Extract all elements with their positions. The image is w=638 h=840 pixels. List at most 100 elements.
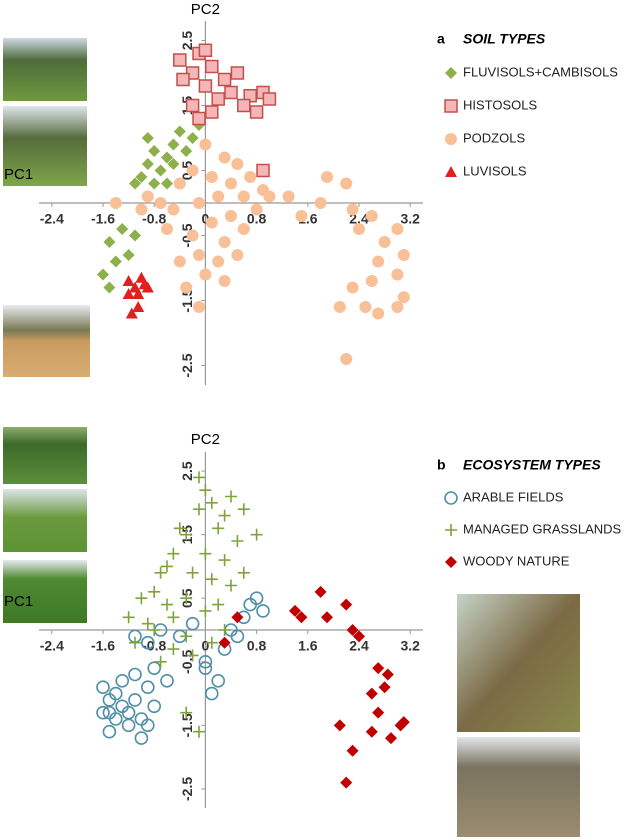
- point: [391, 268, 404, 281]
- point: [109, 712, 123, 726]
- point: [249, 591, 264, 606]
- point: [237, 503, 250, 516]
- point: [132, 288, 145, 299]
- point: [321, 611, 333, 624]
- point: [148, 177, 161, 190]
- point: [385, 732, 397, 745]
- point: [256, 604, 270, 618]
- point: [217, 72, 232, 87]
- point: [218, 236, 231, 248]
- point: [211, 92, 225, 106]
- point: [256, 163, 270, 178]
- point: [346, 744, 359, 757]
- point: [218, 509, 231, 522]
- point: [397, 249, 410, 261]
- point: [129, 636, 141, 649]
- point: [230, 629, 245, 644]
- point: [198, 654, 213, 669]
- photo: [3, 560, 87, 623]
- point: [167, 203, 180, 216]
- y-tick-label: -1.5: [179, 713, 195, 737]
- point: [205, 573, 218, 586]
- point: [378, 236, 391, 248]
- point: [397, 291, 410, 304]
- point: [212, 522, 225, 535]
- point: [135, 203, 148, 216]
- point: [372, 662, 385, 675]
- legend-label: PODZOLS: [463, 130, 525, 145]
- point: [314, 197, 327, 209]
- x-tick-label: -2.4: [40, 638, 64, 654]
- point: [353, 630, 365, 643]
- point: [122, 611, 135, 624]
- point: [205, 171, 218, 183]
- point: [116, 223, 129, 235]
- legend-marker: [445, 67, 457, 79]
- point: [372, 706, 385, 719]
- point: [141, 158, 154, 170]
- point: [263, 190, 276, 203]
- point: [122, 288, 135, 299]
- point: [282, 190, 295, 203]
- point: [212, 598, 225, 611]
- point: [218, 151, 231, 164]
- point: [391, 223, 404, 235]
- x-tick-label: -1.6: [91, 211, 115, 227]
- point: [129, 177, 141, 190]
- point: [231, 249, 244, 261]
- point: [365, 275, 378, 287]
- point: [314, 585, 327, 598]
- point: [161, 223, 173, 235]
- point: [180, 281, 193, 294]
- legend-marker: [445, 524, 457, 536]
- panel-label: b: [437, 457, 446, 473]
- point: [103, 281, 116, 294]
- point: [198, 79, 213, 93]
- point: [154, 197, 167, 209]
- point: [141, 680, 155, 695]
- point: [167, 547, 180, 560]
- point: [132, 301, 145, 312]
- point: [122, 249, 135, 261]
- point: [224, 85, 238, 100]
- point: [96, 705, 110, 720]
- legend-label: FLUVISOLS+CAMBISOLS: [463, 64, 618, 79]
- x-axis-title: PC1: [4, 166, 33, 183]
- point: [205, 216, 218, 229]
- point: [237, 190, 250, 203]
- point: [321, 171, 333, 183]
- photo: [3, 106, 87, 186]
- point: [186, 566, 199, 579]
- point: [244, 171, 257, 183]
- point: [129, 229, 141, 242]
- point: [381, 668, 394, 681]
- point: [249, 105, 264, 119]
- point: [180, 528, 193, 541]
- point: [212, 255, 225, 268]
- legend-title: SOIL TYPES: [463, 31, 546, 47]
- x-axis-title: PC1: [4, 593, 33, 610]
- point: [138, 278, 151, 290]
- point: [161, 560, 173, 573]
- point: [103, 236, 116, 248]
- point: [225, 177, 237, 190]
- legend-marker: [445, 133, 457, 145]
- x-tick-label: -2.4: [40, 211, 64, 227]
- point: [205, 105, 219, 119]
- point: [135, 592, 148, 605]
- point: [340, 353, 353, 365]
- point: [185, 616, 200, 631]
- legend-title: ECOSYSTEM TYPES: [463, 457, 601, 473]
- point: [167, 138, 180, 151]
- point: [186, 649, 199, 662]
- point: [372, 255, 385, 268]
- point: [378, 681, 391, 694]
- panel-label: a: [437, 31, 445, 47]
- point: [109, 197, 122, 209]
- point: [180, 630, 193, 643]
- legend-label: ARABLE FIELDS: [463, 489, 564, 504]
- point: [193, 725, 205, 738]
- point: [211, 674, 225, 688]
- photo: [3, 489, 87, 552]
